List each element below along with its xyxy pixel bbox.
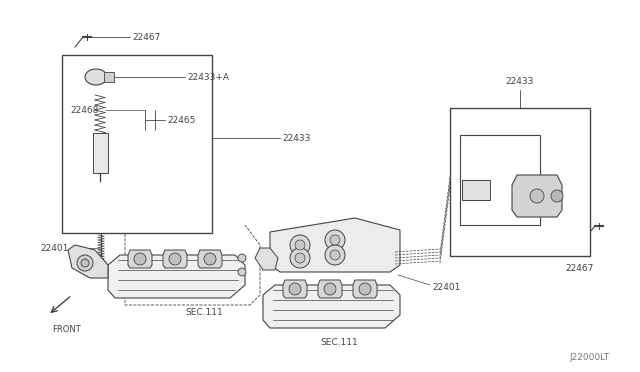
Circle shape [330, 250, 340, 260]
Circle shape [324, 283, 336, 295]
Text: SEC.111: SEC.111 [320, 338, 358, 347]
Circle shape [290, 248, 310, 268]
Circle shape [77, 255, 93, 271]
Circle shape [530, 189, 544, 203]
Polygon shape [108, 255, 245, 298]
Bar [62, 55, 212, 233]
Circle shape [325, 230, 345, 250]
Polygon shape [68, 245, 108, 278]
Text: 22467: 22467 [132, 32, 161, 42]
Circle shape [238, 254, 246, 262]
Circle shape [330, 235, 340, 245]
Bar [460, 135, 540, 225]
Circle shape [295, 240, 305, 250]
Circle shape [238, 268, 246, 276]
Text: 22433: 22433 [282, 134, 310, 142]
Text: 22433: 22433 [505, 77, 533, 86]
Text: SEC.111: SEC.111 [185, 308, 223, 317]
Text: J22000LT: J22000LT [570, 353, 610, 362]
Polygon shape [198, 250, 222, 268]
Ellipse shape [85, 69, 107, 85]
Polygon shape [512, 175, 562, 217]
Text: 22465: 22465 [167, 115, 195, 125]
Polygon shape [353, 280, 377, 298]
Text: 22467: 22467 [565, 264, 593, 273]
Bar [450, 108, 590, 256]
Bar [104, 72, 114, 82]
Polygon shape [255, 248, 278, 270]
Circle shape [359, 283, 371, 295]
Text: 22401: 22401 [432, 282, 460, 292]
Text: 22401: 22401 [40, 244, 68, 253]
Polygon shape [263, 285, 400, 328]
Circle shape [134, 253, 146, 265]
Polygon shape [163, 250, 187, 268]
Polygon shape [128, 250, 152, 268]
Text: FRONT: FRONT [52, 325, 81, 334]
Circle shape [289, 283, 301, 295]
Polygon shape [283, 280, 307, 298]
Circle shape [325, 245, 345, 265]
Text: 22433+A: 22433+A [187, 73, 229, 81]
Text: 22433+A: 22433+A [480, 138, 519, 148]
Circle shape [290, 235, 310, 255]
Bar [93, 133, 108, 173]
Circle shape [551, 190, 563, 202]
Circle shape [169, 253, 181, 265]
Text: 22468: 22468 [465, 145, 493, 154]
Circle shape [295, 253, 305, 263]
Circle shape [204, 253, 216, 265]
Circle shape [81, 259, 89, 267]
Text: 22468: 22468 [70, 106, 99, 115]
Polygon shape [318, 280, 342, 298]
Polygon shape [270, 218, 400, 272]
Bar [462, 180, 490, 200]
Text: 22465: 22465 [455, 122, 483, 131]
